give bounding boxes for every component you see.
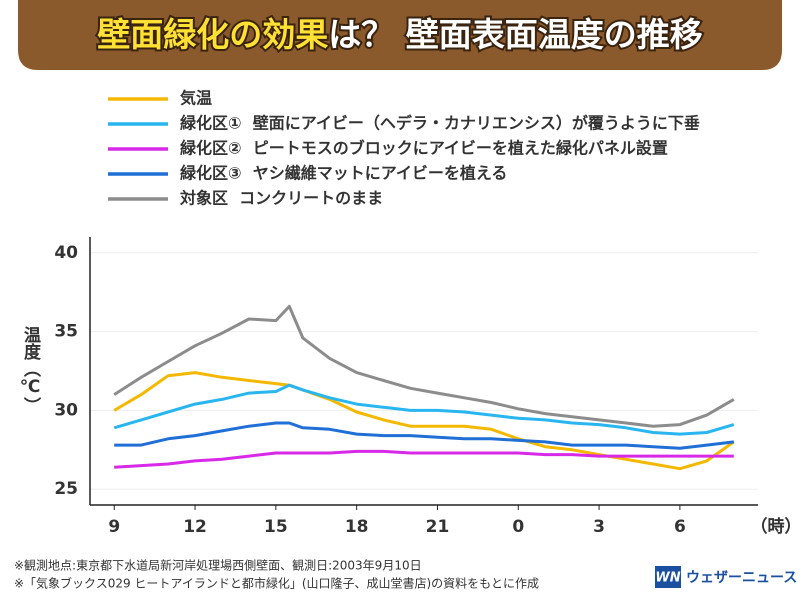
title-highlight: 壁面緑化の効果 (97, 15, 328, 54)
y-tick-label: 30 (54, 400, 78, 420)
x-tick-label: 0 (512, 517, 524, 537)
footnote: ※「気象ブックス029 ヒートアイランドと都市緑化」(山口隆子、成山堂書店)の資… (14, 576, 539, 591)
logo-mark: WN (655, 571, 680, 586)
chart-title: 壁面緑化の効果は？ 壁面表面温度の推移 (97, 15, 703, 54)
y-axis-label: 温度（℃） (20, 326, 41, 414)
y-tick-label: 25 (54, 479, 78, 499)
x-tick-label: 3 (593, 517, 605, 537)
y-tick-label: 35 (54, 322, 78, 342)
x-tick-label: 21 (426, 517, 450, 537)
x-tick-label: 15 (264, 517, 288, 537)
x-tick-label: 6 (674, 517, 686, 537)
logo-text: ウェザーニュース (686, 570, 797, 586)
legend-label: 緑化区② ピートモスのブロックにアイビーを植えた緑化パネル設置 (180, 139, 668, 158)
title-rest: は？ 壁面表面温度の推移 (328, 15, 703, 54)
x-tick-label: 9 (108, 517, 120, 537)
x-tick-label: 12 (183, 517, 207, 537)
footnote: ※観測地点:東京都下水道局新河岸処理場西側壁面、観測日:2003年9月10日 (14, 558, 422, 573)
x-unit: （時） (751, 516, 800, 537)
legend-label: 緑化区① 壁面にアイビー（ヘデラ・カナリエンシス）が覆うように下垂 (180, 114, 700, 133)
legend-label: 緑化区③ ヤシ繊維マットにアイビーを植える (180, 164, 507, 183)
series-line (114, 451, 734, 467)
x-tick-label: 18 (345, 517, 369, 537)
y-tick-label: 40 (54, 243, 78, 263)
legend-label: 気温 (180, 89, 212, 108)
legend-label: 対象区 コンクリートのまま (179, 189, 383, 208)
series-line (114, 306, 734, 426)
